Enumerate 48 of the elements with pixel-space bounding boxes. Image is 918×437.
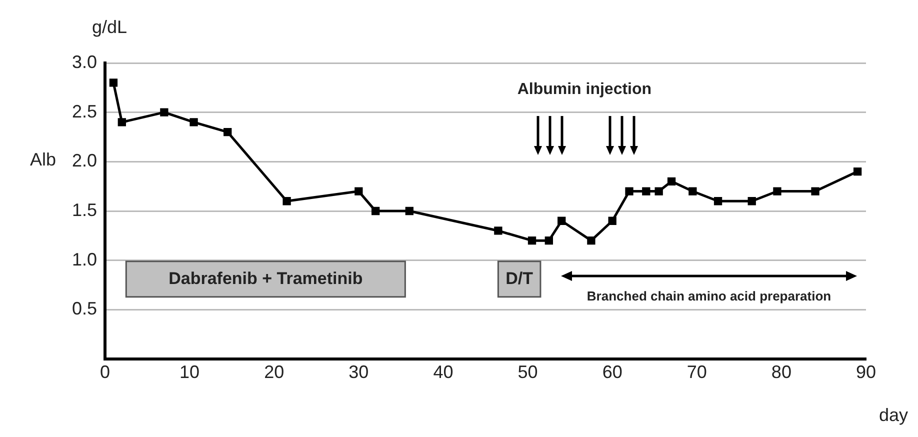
- point: [654, 187, 663, 196]
- point: [773, 187, 782, 196]
- y-tick-label: 2.5: [72, 101, 97, 122]
- x-tick-label: 80: [771, 362, 792, 382]
- x-tick-label: 0: [100, 362, 110, 382]
- y-tick-label: 2.0: [72, 150, 97, 171]
- x-tick-label: 20: [264, 362, 284, 382]
- band-label: D/T: [506, 268, 534, 288]
- point: [160, 108, 168, 116]
- x-tick-label: 70: [686, 362, 707, 382]
- point: [282, 197, 291, 206]
- point: [608, 216, 616, 225]
- point: [853, 167, 862, 176]
- x-tick-label: 10: [180, 362, 200, 382]
- point: [372, 206, 380, 216]
- point: [354, 187, 363, 196]
- point: [748, 197, 756, 206]
- x-tick-label: 30: [348, 362, 369, 382]
- point: [558, 216, 566, 225]
- y-tick-label: 1.0: [72, 249, 97, 270]
- annotation: Branched chain amino acid preparation: [586, 288, 832, 304]
- point: [667, 177, 676, 186]
- point: [224, 128, 232, 136]
- point: [190, 118, 198, 126]
- point: [642, 187, 650, 196]
- band-label: Dabrafenib + Trametinib: [168, 268, 363, 288]
- y-tick-label: 1.5: [72, 200, 97, 220]
- point: [714, 197, 722, 206]
- point: [587, 236, 596, 245]
- y-axis-title: Alb: [30, 150, 56, 170]
- y-tick-label: 3.0: [72, 52, 97, 72]
- point: [528, 236, 536, 245]
- x-tick-label: 60: [602, 362, 622, 382]
- point: [688, 187, 697, 196]
- x-tick-label: 40: [433, 362, 454, 382]
- point: [544, 236, 553, 245]
- y-tick-label: 0.5: [72, 298, 97, 319]
- text: g/dL: [92, 16, 128, 37]
- annotation: Albumin injection: [517, 81, 652, 98]
- x-tick-label: 90: [856, 362, 876, 382]
- point: [109, 78, 118, 87]
- point: [405, 206, 414, 216]
- point: [811, 187, 820, 196]
- x-tick-label: 50: [518, 362, 538, 382]
- point: [494, 226, 502, 235]
- point: [118, 118, 126, 126]
- point: [625, 187, 634, 196]
- x-axis-title: day: [878, 404, 908, 425]
